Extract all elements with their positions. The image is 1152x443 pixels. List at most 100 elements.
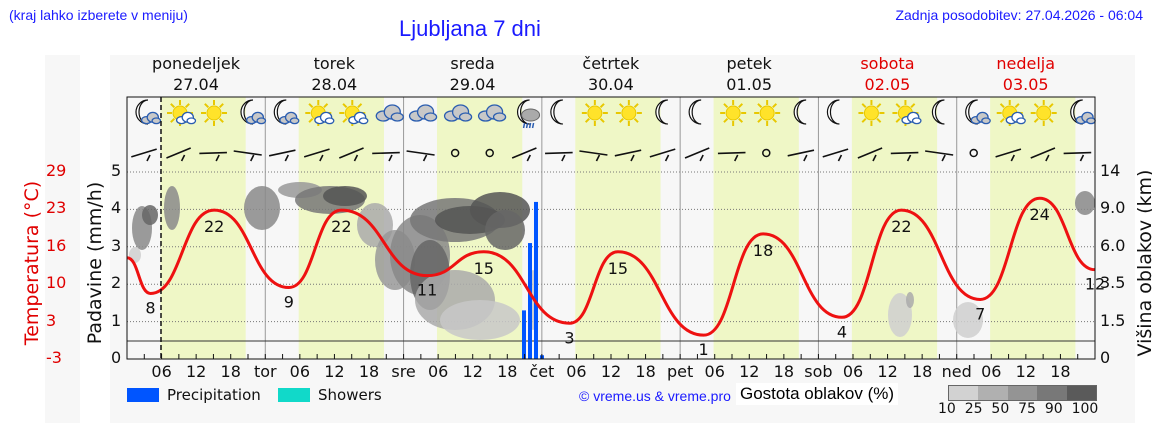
wind-calm-icon [450,148,460,158]
axis-tick: 3.5 [1100,273,1126,293]
moon-cloud-icon [135,99,162,125]
temperature-label: 22 [204,217,224,236]
day-label-5: sobota 02.05 [860,54,915,94]
axis-tick: 4 [111,198,122,218]
wind-barb-icon [166,147,192,162]
density-swatch [1007,386,1038,400]
axis-tick: 3 [46,310,57,330]
wind-barb-icon [131,148,157,162]
x-tick-label: 06 [566,362,586,381]
temperature-label: 8 [145,298,155,317]
legend-precipitation-label: Precipitation [167,386,261,404]
density-swatch [1037,386,1067,400]
wind-barb-icon [857,147,883,162]
axis-tick: 2 [111,273,122,293]
page-title: Ljubljana 7 dni [399,16,541,41]
moon-rain-icon [516,99,541,129]
sun-icon [754,100,781,126]
x-tick-label: 12 [877,362,897,381]
sun-icon [615,100,642,126]
temperature-label: 15 [474,259,494,278]
moon-cloud-icon [1070,99,1096,125]
daytime-bands [127,97,1095,359]
copyright-link[interactable]: © vreme.us & vreme.pro [579,388,731,404]
x-tick-label: 06 [705,362,725,381]
temperature-label: 22 [331,217,351,236]
temperature-line [126,196,1096,337]
wind-barb-icon [303,148,330,162]
sun-cloud-icon [339,100,369,126]
sun-cloud-icon [892,100,922,126]
temperature-label: 11 [417,281,437,300]
x-tick-label: 12 [186,362,206,381]
axis-tick: 0 [111,348,122,367]
wind-barb-icon [233,150,262,162]
x-tick-label: tor [254,362,277,381]
axis-tick: 16 [46,235,67,255]
wind-barb-icon [268,149,296,162]
sun-icon [858,100,885,126]
cloud-density-label: Gostota oblakov (%) [736,383,899,405]
wind-calm-icon [762,148,771,158]
x-tick-label: 12 [739,362,759,381]
cloud-icon [408,104,438,122]
location-hint[interactable]: (kraj lahko izberete v meniju) [9,7,188,23]
density-swatch [978,386,1008,400]
day-label-6: nedelja 03.05 [996,54,1056,94]
axis-tick: 10 [46,273,67,293]
wind-barb-icon [406,150,435,162]
temperature-label: 7 [975,304,985,323]
wind-barbs-row [131,147,1092,162]
x-tick-label: sre [391,362,415,381]
cloud-icon [375,104,404,122]
temperature-label: 15 [608,259,628,278]
moon-cloud-icon [965,99,991,125]
wind-barb-icon [649,148,676,162]
temperature-label: 3 [564,328,574,347]
axis-tick: 0 [1100,348,1111,367]
x-tick-label: 18 [1050,362,1070,381]
x-tick-label: 06 [843,362,863,381]
density-swatch [949,386,979,400]
precipitation-bar [534,201,538,359]
wind-barb-icon [372,151,400,162]
precipitation-bar [522,310,526,359]
legend-showers-swatch [278,388,310,402]
cloud-density-ticks: 10 25 50 75 90 100 [938,401,1099,417]
wind-barb-icon [822,148,849,162]
wind-barb-icon [614,149,642,162]
x-tick-label: 12 [463,362,483,381]
x-tick-label: 12 [324,362,344,381]
wind-barb-icon [995,148,1022,162]
x-tick-label: 18 [221,362,241,381]
sun-cloud-icon [996,100,1026,126]
wind-barb-icon [684,147,710,162]
x-tick-label: 12 [1016,362,1036,381]
axis-tick: 5 [111,161,122,180]
temperature-label: 1 [699,340,709,359]
temperature-label: 18 [753,241,773,260]
x-tick-label: 18 [635,362,655,381]
sun-icon [201,100,227,126]
cloud-icon [443,104,473,122]
wind-barb-icon [545,151,573,162]
day-label-3: četrtek 30.04 [582,54,640,94]
moon-icon [655,99,668,125]
x-tick-label: 18 [359,362,379,381]
x-tick-label: 18 [497,362,517,381]
x-tick-label: 06 [981,362,1001,381]
legend-showers-label: Showers [318,386,382,404]
x-tick-label: 18 [912,362,932,381]
day-label-2: sreda 29.04 [449,54,496,94]
wind-calm-icon [969,148,978,158]
wind-barb-icon [1030,147,1056,162]
temperature-label: 9 [284,293,294,312]
axis-tick: 23 [46,198,67,218]
sun-icon [720,100,747,126]
day-label-4: petek 01.05 [726,54,773,94]
axis-tick: 1 [111,310,122,330]
x-tick-label: čet [529,362,554,381]
sun-icon [581,100,608,126]
